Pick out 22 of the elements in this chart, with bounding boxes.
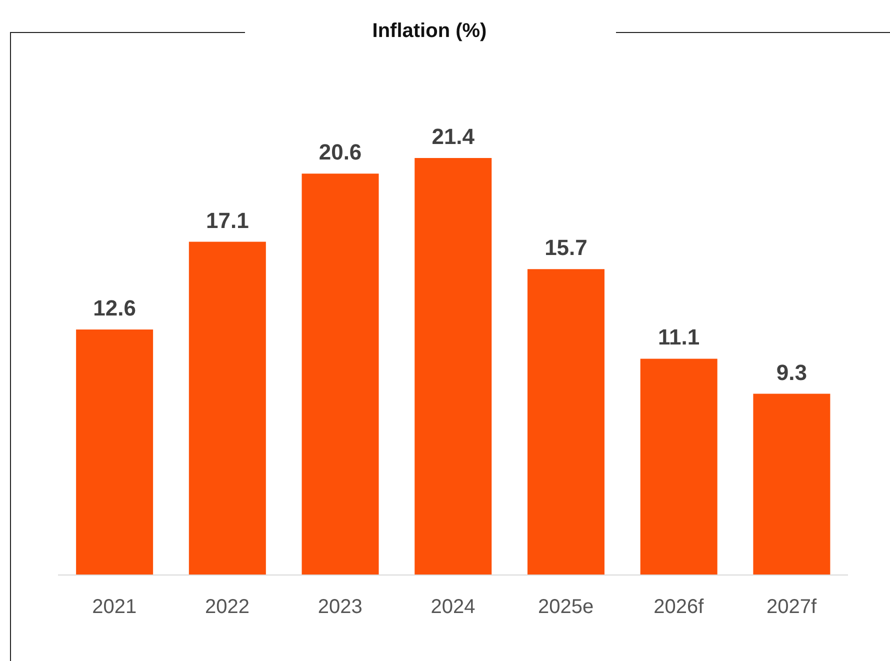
bar xyxy=(640,358,718,575)
bar xyxy=(188,242,266,575)
data-label: 20.6 xyxy=(318,140,362,165)
x-tick-label: 2027f xyxy=(766,596,818,618)
chart-title: Inflation (%) xyxy=(371,20,488,43)
x-tick-label: 2024 xyxy=(430,596,476,618)
bar xyxy=(302,174,379,575)
data-label: 21.4 xyxy=(432,124,476,149)
bar xyxy=(76,329,154,575)
data-label: 15.7 xyxy=(544,235,588,260)
x-tick-label: 2025e xyxy=(538,596,594,618)
x-tick-label: 2023 xyxy=(318,596,362,618)
data-label: 11.1 xyxy=(658,324,700,350)
bar xyxy=(753,394,830,575)
data-label: 9.3 xyxy=(776,360,807,385)
bar xyxy=(414,158,492,575)
x-tick-label: 2021 xyxy=(92,596,137,618)
x-tick-label: 2026f xyxy=(654,596,704,618)
data-label: 12.6 xyxy=(93,295,136,320)
bar xyxy=(527,269,604,575)
x-tick-label: 2022 xyxy=(205,596,250,618)
data-label: 17.1 xyxy=(206,208,249,233)
